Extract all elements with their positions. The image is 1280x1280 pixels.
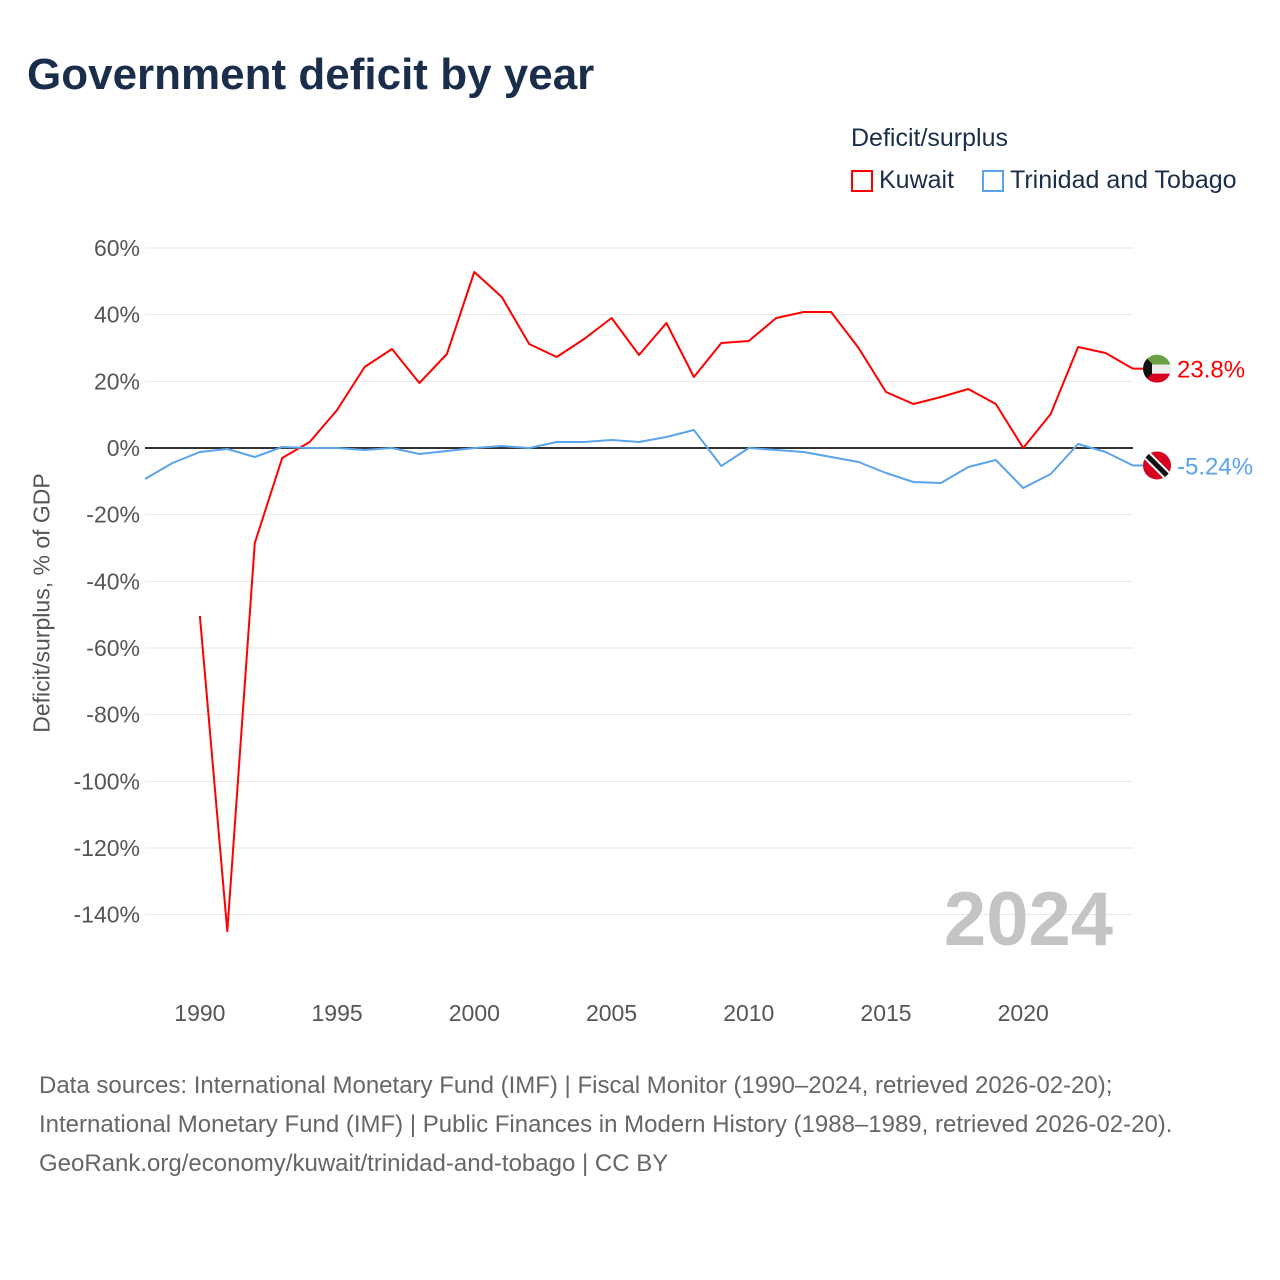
footer: Data sources: International Monetary Fun…: [39, 1066, 1239, 1183]
credit-link[interactable]: GeoRank.org/economy/kuwait/trinidad-and-…: [39, 1150, 669, 1177]
legend-title: Deficit/surplus: [851, 124, 1008, 152]
y-tick-label: 0%: [107, 435, 140, 461]
series-line-kuwait: [198, 271, 1134, 933]
legend-item-kuwait[interactable]: Kuwait: [851, 166, 954, 195]
year-watermark: 2024: [943, 877, 1113, 962]
series-line-trinidad-and-tobago: [144, 429, 1134, 489]
x-tick-label: 2010: [723, 1000, 774, 1026]
x-tick-label: 1990: [174, 1000, 225, 1026]
end-value-label-trinidad-and-tobago: -5.24%: [1177, 453, 1253, 480]
legend-label-trinidad-and-tobago: Trinidad and Tobago: [1010, 166, 1237, 194]
y-axis-label: Deficit/surplus, % of GDP: [28, 473, 55, 733]
chart-title: Government deficit by year: [27, 50, 595, 99]
y-tick-label: -60%: [86, 635, 140, 661]
data-sources: Data sources: International Monetary Fun…: [39, 1072, 1173, 1138]
legend-item-trinidad-and-tobago[interactable]: Trinidad and Tobago: [982, 166, 1237, 195]
trinidad-flag-icon: [1143, 451, 1171, 480]
y-tick-label: -40%: [86, 568, 140, 594]
legend-swatch-trinidad-and-tobago: [982, 169, 1004, 192]
chart-plot: 60% 40% 20% 0% -20% -40% -60% -80% -100% -120% -14…: [74, 235, 1254, 1026]
x-tick-label: 2020: [998, 1000, 1049, 1026]
end-value-label-kuwait: 23.8%: [1177, 357, 1245, 384]
x-tick-label: 2005: [586, 1000, 637, 1026]
legend-swatch-kuwait: [851, 169, 873, 192]
y-tick-label: -20%: [86, 502, 140, 528]
y-tick-label: 60%: [94, 235, 140, 261]
x-tick-label: 1995: [312, 1000, 363, 1026]
legend-label-kuwait: Kuwait: [879, 166, 955, 194]
y-tick-label: 40%: [94, 302, 140, 328]
y-tick-label: 20%: [94, 368, 140, 394]
x-tick-label: 2015: [860, 1000, 911, 1026]
y-tick-label: -100%: [74, 768, 140, 794]
x-tick-label: 2000: [449, 1000, 500, 1026]
y-tick-label: -80%: [86, 702, 140, 728]
y-tick-label: -120%: [74, 835, 140, 861]
y-tick-label: -140%: [74, 902, 140, 928]
kuwait-flag-icon: [1143, 354, 1171, 383]
